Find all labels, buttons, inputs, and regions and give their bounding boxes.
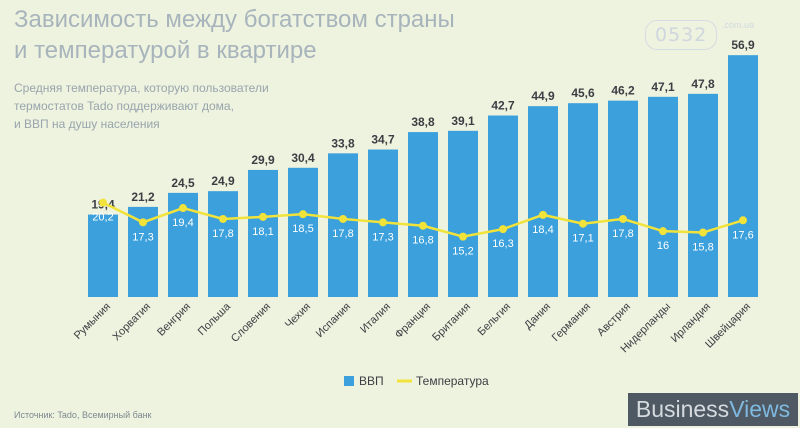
- gdp-value-label: 21,2: [131, 190, 155, 204]
- category-label: Франция: [393, 301, 433, 341]
- temperature-point: [739, 216, 747, 225]
- temperature-point: [579, 219, 587, 228]
- gdp-bar: [328, 153, 358, 297]
- temperature-value-label: 15,8: [692, 242, 713, 254]
- legend-swatch-gdp: [344, 376, 354, 386]
- gdp-bar: [88, 214, 118, 297]
- temperature-value-label: 17,8: [212, 228, 233, 240]
- source-note: Источник: Tado, Всемирный банк: [14, 410, 152, 420]
- brand-part-2: Views: [729, 396, 791, 422]
- gdp-bar: [608, 100, 638, 298]
- gdp-bar: [488, 115, 518, 298]
- temperature-point: [659, 227, 667, 236]
- category-label: Италия: [358, 301, 393, 336]
- category-label: Венгрия: [155, 301, 193, 339]
- temperature-point: [419, 221, 427, 230]
- gdp-value-label: 34,7: [371, 133, 395, 147]
- gdp-value-label: 30,4: [291, 151, 315, 165]
- brand-part-1: Business: [635, 396, 730, 422]
- temperature-value-label: 19,4: [172, 217, 193, 229]
- temperature-value-label: 18,4: [532, 224, 553, 236]
- gdp-value-label: 42,7: [491, 99, 515, 113]
- gdp-bar: [728, 55, 758, 297]
- temperature-value-label: 20,2: [92, 212, 113, 224]
- temperature-point: [379, 218, 387, 227]
- gdp-value-label: 39,1: [451, 114, 475, 128]
- temperature-point: [499, 225, 507, 234]
- legend-label-temperature: Температура: [416, 374, 489, 388]
- gdp-value-label: 24,5: [171, 176, 195, 190]
- temperature-point: [699, 228, 707, 237]
- brand-logo: BusinessViews: [628, 393, 798, 426]
- gdp-bar: [688, 93, 718, 297]
- gdp-value-label: 33,8: [331, 136, 355, 150]
- temperature-value-label: 17,6: [732, 229, 753, 241]
- temperature-value-label: 17,8: [612, 228, 633, 240]
- temperature-point: [99, 198, 107, 207]
- category-label: Испания: [314, 301, 353, 340]
- gdp-value-label: 47,1: [651, 80, 675, 94]
- legend-label-gdp: ВВП: [359, 374, 384, 388]
- gdp-bar: [568, 103, 598, 297]
- temperature-value-label: 17,8: [332, 228, 353, 240]
- gdp-bar: [648, 96, 678, 297]
- category-label: Словения: [229, 301, 273, 345]
- category-label: Чехия: [283, 301, 313, 331]
- category-label: Румыния: [72, 301, 113, 342]
- category-label: Хорватия: [111, 301, 154, 344]
- gdp-bar: [528, 106, 558, 297]
- category-label: Бельгия: [475, 301, 513, 339]
- temperature-value-label: 17,3: [132, 231, 153, 243]
- gdp-value-label: 44,9: [531, 89, 555, 103]
- temperature-value-label: 18,5: [292, 223, 313, 235]
- gdp-bar: [408, 132, 438, 297]
- temperature-point: [459, 232, 467, 241]
- temperature-point: [139, 218, 147, 227]
- category-label: Германия: [550, 301, 593, 344]
- temperature-value-label: 16,3: [492, 238, 513, 250]
- temperature-point: [259, 212, 267, 221]
- temperature-point: [619, 214, 627, 223]
- temperature-point: [219, 214, 227, 223]
- gdp-value-label: 56,9: [731, 38, 755, 52]
- category-label: Австрия: [595, 301, 633, 339]
- gdp-value-label: 24,9: [211, 174, 235, 188]
- temperature-value-label: 15,2: [452, 246, 473, 258]
- category-label: Британия: [430, 301, 473, 344]
- gdp-value-label: 47,8: [691, 77, 715, 91]
- temperature-point: [179, 204, 187, 213]
- temperature-value-label: 17,3: [372, 231, 393, 243]
- temperature-value-label: 16,8: [412, 235, 433, 247]
- gdp-bar: [248, 169, 278, 297]
- temperature-value-label: 17,1: [572, 233, 593, 245]
- temperature-point: [299, 210, 307, 219]
- category-label: Дания: [522, 301, 553, 332]
- gdp-bar: [448, 130, 478, 297]
- gdp-bar: [208, 191, 238, 297]
- watermark-site: .com.ua: [722, 20, 755, 30]
- gdp-value-label: 29,9: [251, 153, 275, 167]
- chart-subtitle: Средняя температура, которую пользовател…: [14, 81, 269, 131]
- temperature-point: [539, 210, 547, 219]
- watermark-badge: 0532: [645, 20, 718, 50]
- temperature-point: [339, 214, 347, 223]
- gdp-bar: [288, 167, 318, 297]
- gdp-value-label: 46,2: [611, 84, 635, 98]
- chart-title: Зависимость между богатством страны и те…: [14, 6, 455, 64]
- temperature-value-label: 18,1: [252, 226, 273, 238]
- gdp-value-label: 38,8: [411, 115, 435, 129]
- category-label: Польша: [196, 300, 234, 338]
- temperature-value-label: 16: [657, 240, 669, 252]
- gdp-value-label: 45,6: [571, 86, 595, 100]
